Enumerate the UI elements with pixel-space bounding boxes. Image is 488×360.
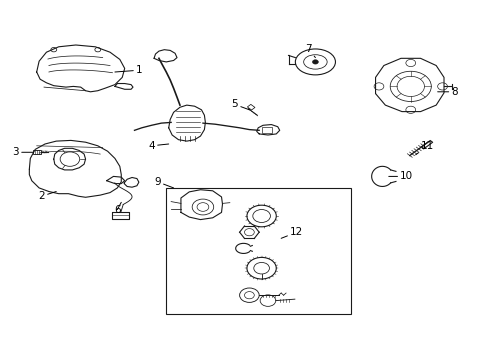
Circle shape [373, 83, 383, 90]
Bar [33, 150, 41, 154]
Circle shape [405, 59, 415, 67]
Text: 6: 6 [114, 202, 121, 215]
Bar [261, 127, 272, 133]
Text: 9: 9 [154, 177, 173, 188]
Text: 12: 12 [281, 227, 303, 238]
Text: 7: 7 [304, 44, 315, 58]
Text: 10: 10 [388, 171, 412, 181]
Text: 1: 1 [115, 65, 142, 75]
Circle shape [405, 106, 415, 113]
Circle shape [312, 60, 318, 64]
Circle shape [437, 83, 447, 90]
Text: 11: 11 [415, 141, 434, 155]
Text: 8: 8 [437, 87, 457, 97]
Text: 4: 4 [148, 141, 168, 151]
Text: 3: 3 [12, 147, 33, 157]
Bar [247, 104, 254, 110]
Text: 5: 5 [231, 99, 249, 110]
Circle shape [95, 48, 101, 52]
Text: 2: 2 [38, 191, 56, 201]
Circle shape [51, 48, 57, 52]
